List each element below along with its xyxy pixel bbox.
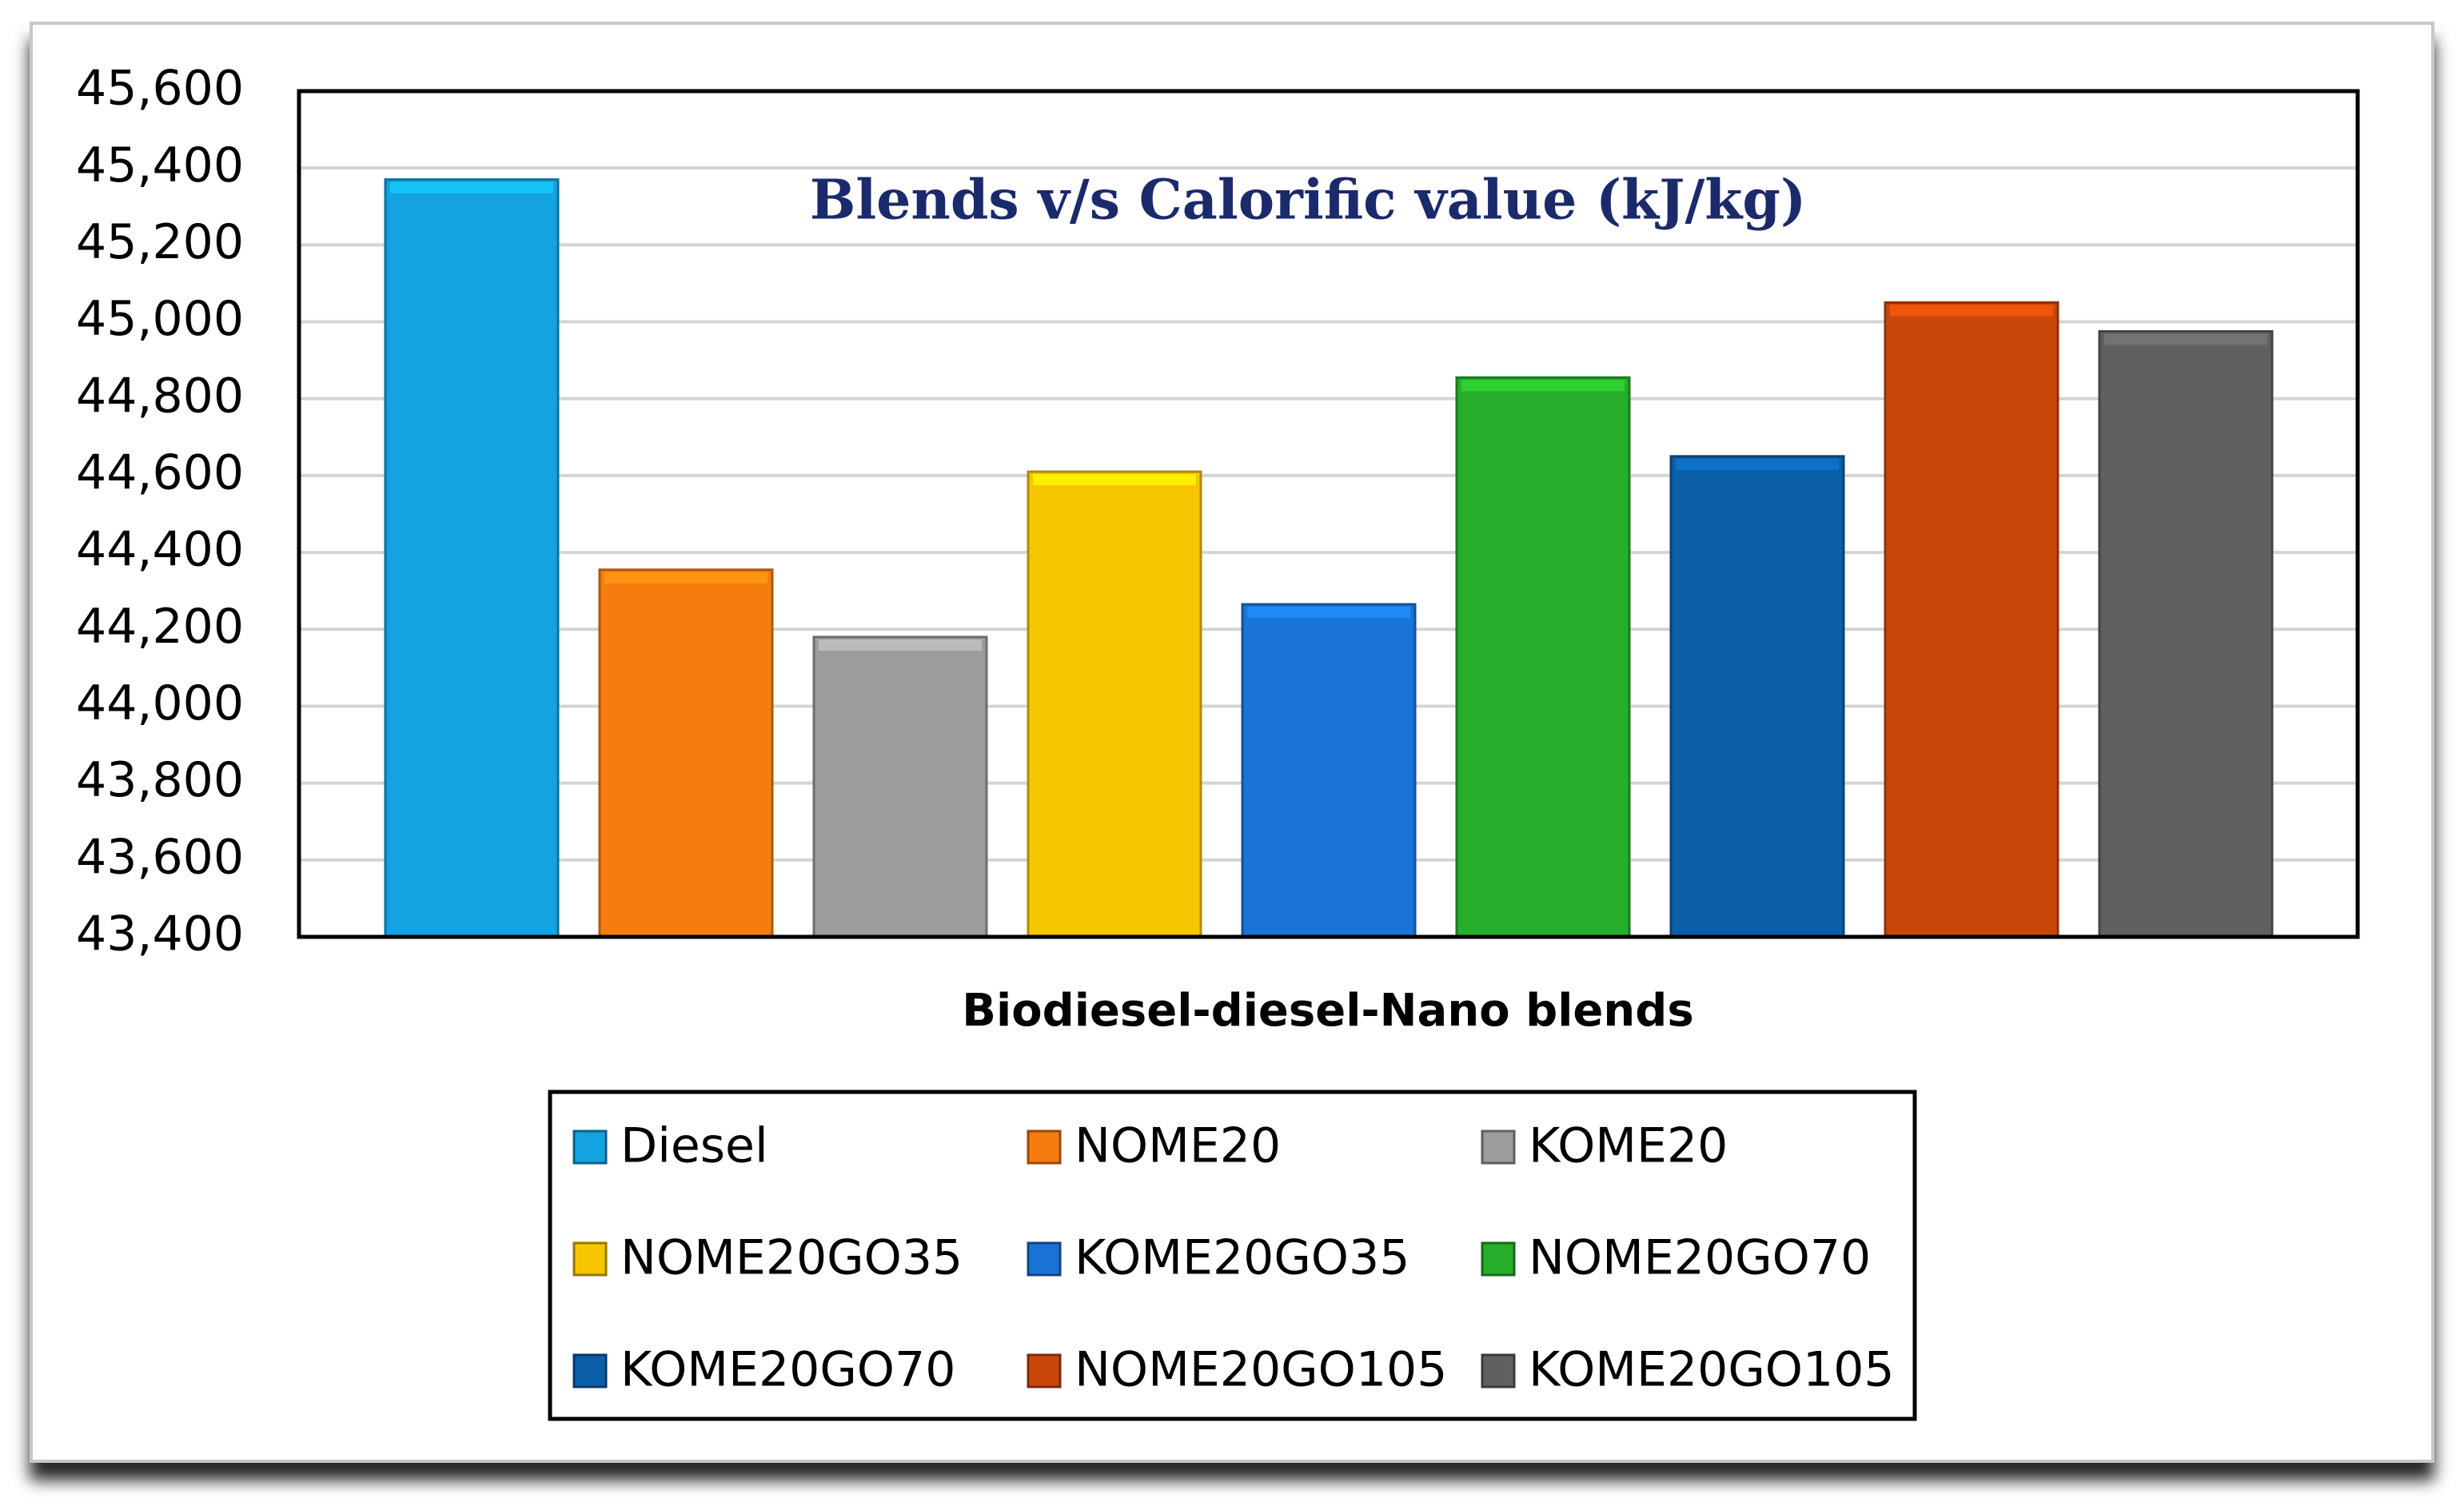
- y-tick-label: 44,800: [76, 368, 244, 424]
- bar-highlight: [1890, 305, 2053, 317]
- bar: [812, 635, 988, 938]
- legend: Diesel NOME20 KOME20 NOME20GO35 KOME20GO35 NO…: [572, 1118, 1895, 1398]
- legend-label: KOME20GO70: [620, 1342, 955, 1398]
- bar-highlight: [819, 639, 982, 651]
- legend-label: NOME20GO105: [1075, 1342, 1447, 1398]
- legend-label: KOME20GO35: [1075, 1230, 1409, 1286]
- bar: [598, 568, 774, 938]
- legend-swatch: [1027, 1130, 1062, 1165]
- legend-swatch: [1027, 1241, 1062, 1277]
- legend-label: KOME20GO105: [1529, 1342, 1895, 1398]
- y-tick-label: 44,600: [76, 445, 244, 501]
- bar-highlight: [1461, 380, 1625, 392]
- legend-label: Diesel: [620, 1118, 768, 1174]
- bar: [2098, 330, 2274, 938]
- legend-swatch: [1027, 1353, 1062, 1388]
- legend-swatch: [572, 1130, 608, 1165]
- y-tick-label: 45,600: [76, 61, 244, 117]
- y-tick-label: 43,800: [76, 752, 244, 808]
- y-tick-label: 44,000: [76, 675, 244, 731]
- legend-label: NOME20GO70: [1529, 1230, 1871, 1286]
- legend-swatch: [1481, 1130, 1516, 1165]
- bars: [384, 178, 2274, 938]
- bar: [1669, 455, 1845, 938]
- y-tick-label: 44,400: [76, 522, 244, 578]
- bar-highlight: [1247, 607, 1410, 619]
- legend-swatch: [1481, 1353, 1516, 1388]
- y-tick-label: 45,400: [76, 137, 244, 193]
- bar-highlight: [1676, 458, 1839, 470]
- bar: [1027, 470, 1202, 938]
- chart-title: Blends v/s Calorific value (kJ/kg): [810, 169, 1806, 233]
- legend-swatch: [572, 1241, 608, 1277]
- legend-label: NOME20: [1075, 1118, 1281, 1174]
- y-tick-label: 44,200: [76, 599, 244, 655]
- y-tick-label: 43,400: [76, 906, 244, 962]
- bar-highlight: [604, 572, 768, 584]
- legend-label: KOME20: [1529, 1118, 1728, 1174]
- y-tick-label: 43,600: [76, 829, 244, 885]
- y-tick-label: 45,200: [76, 214, 244, 270]
- legend-box: [548, 1090, 1917, 1421]
- legend-swatch: [572, 1353, 608, 1388]
- y-tick-label: 45,000: [76, 291, 244, 347]
- bar: [384, 178, 560, 938]
- x-axis-title: Biodiesel-diesel-Nano blends: [962, 985, 1693, 1037]
- bar: [1884, 301, 2059, 938]
- bar-highlight: [1033, 474, 1196, 486]
- bar-highlight: [2104, 333, 2267, 345]
- bar-highlight: [390, 181, 553, 193]
- plot-frame: [297, 89, 2360, 939]
- legend-swatch: [1481, 1241, 1516, 1277]
- bar: [1455, 376, 1631, 938]
- legend-label: NOME20GO35: [620, 1230, 963, 1286]
- bar: [1241, 603, 1417, 938]
